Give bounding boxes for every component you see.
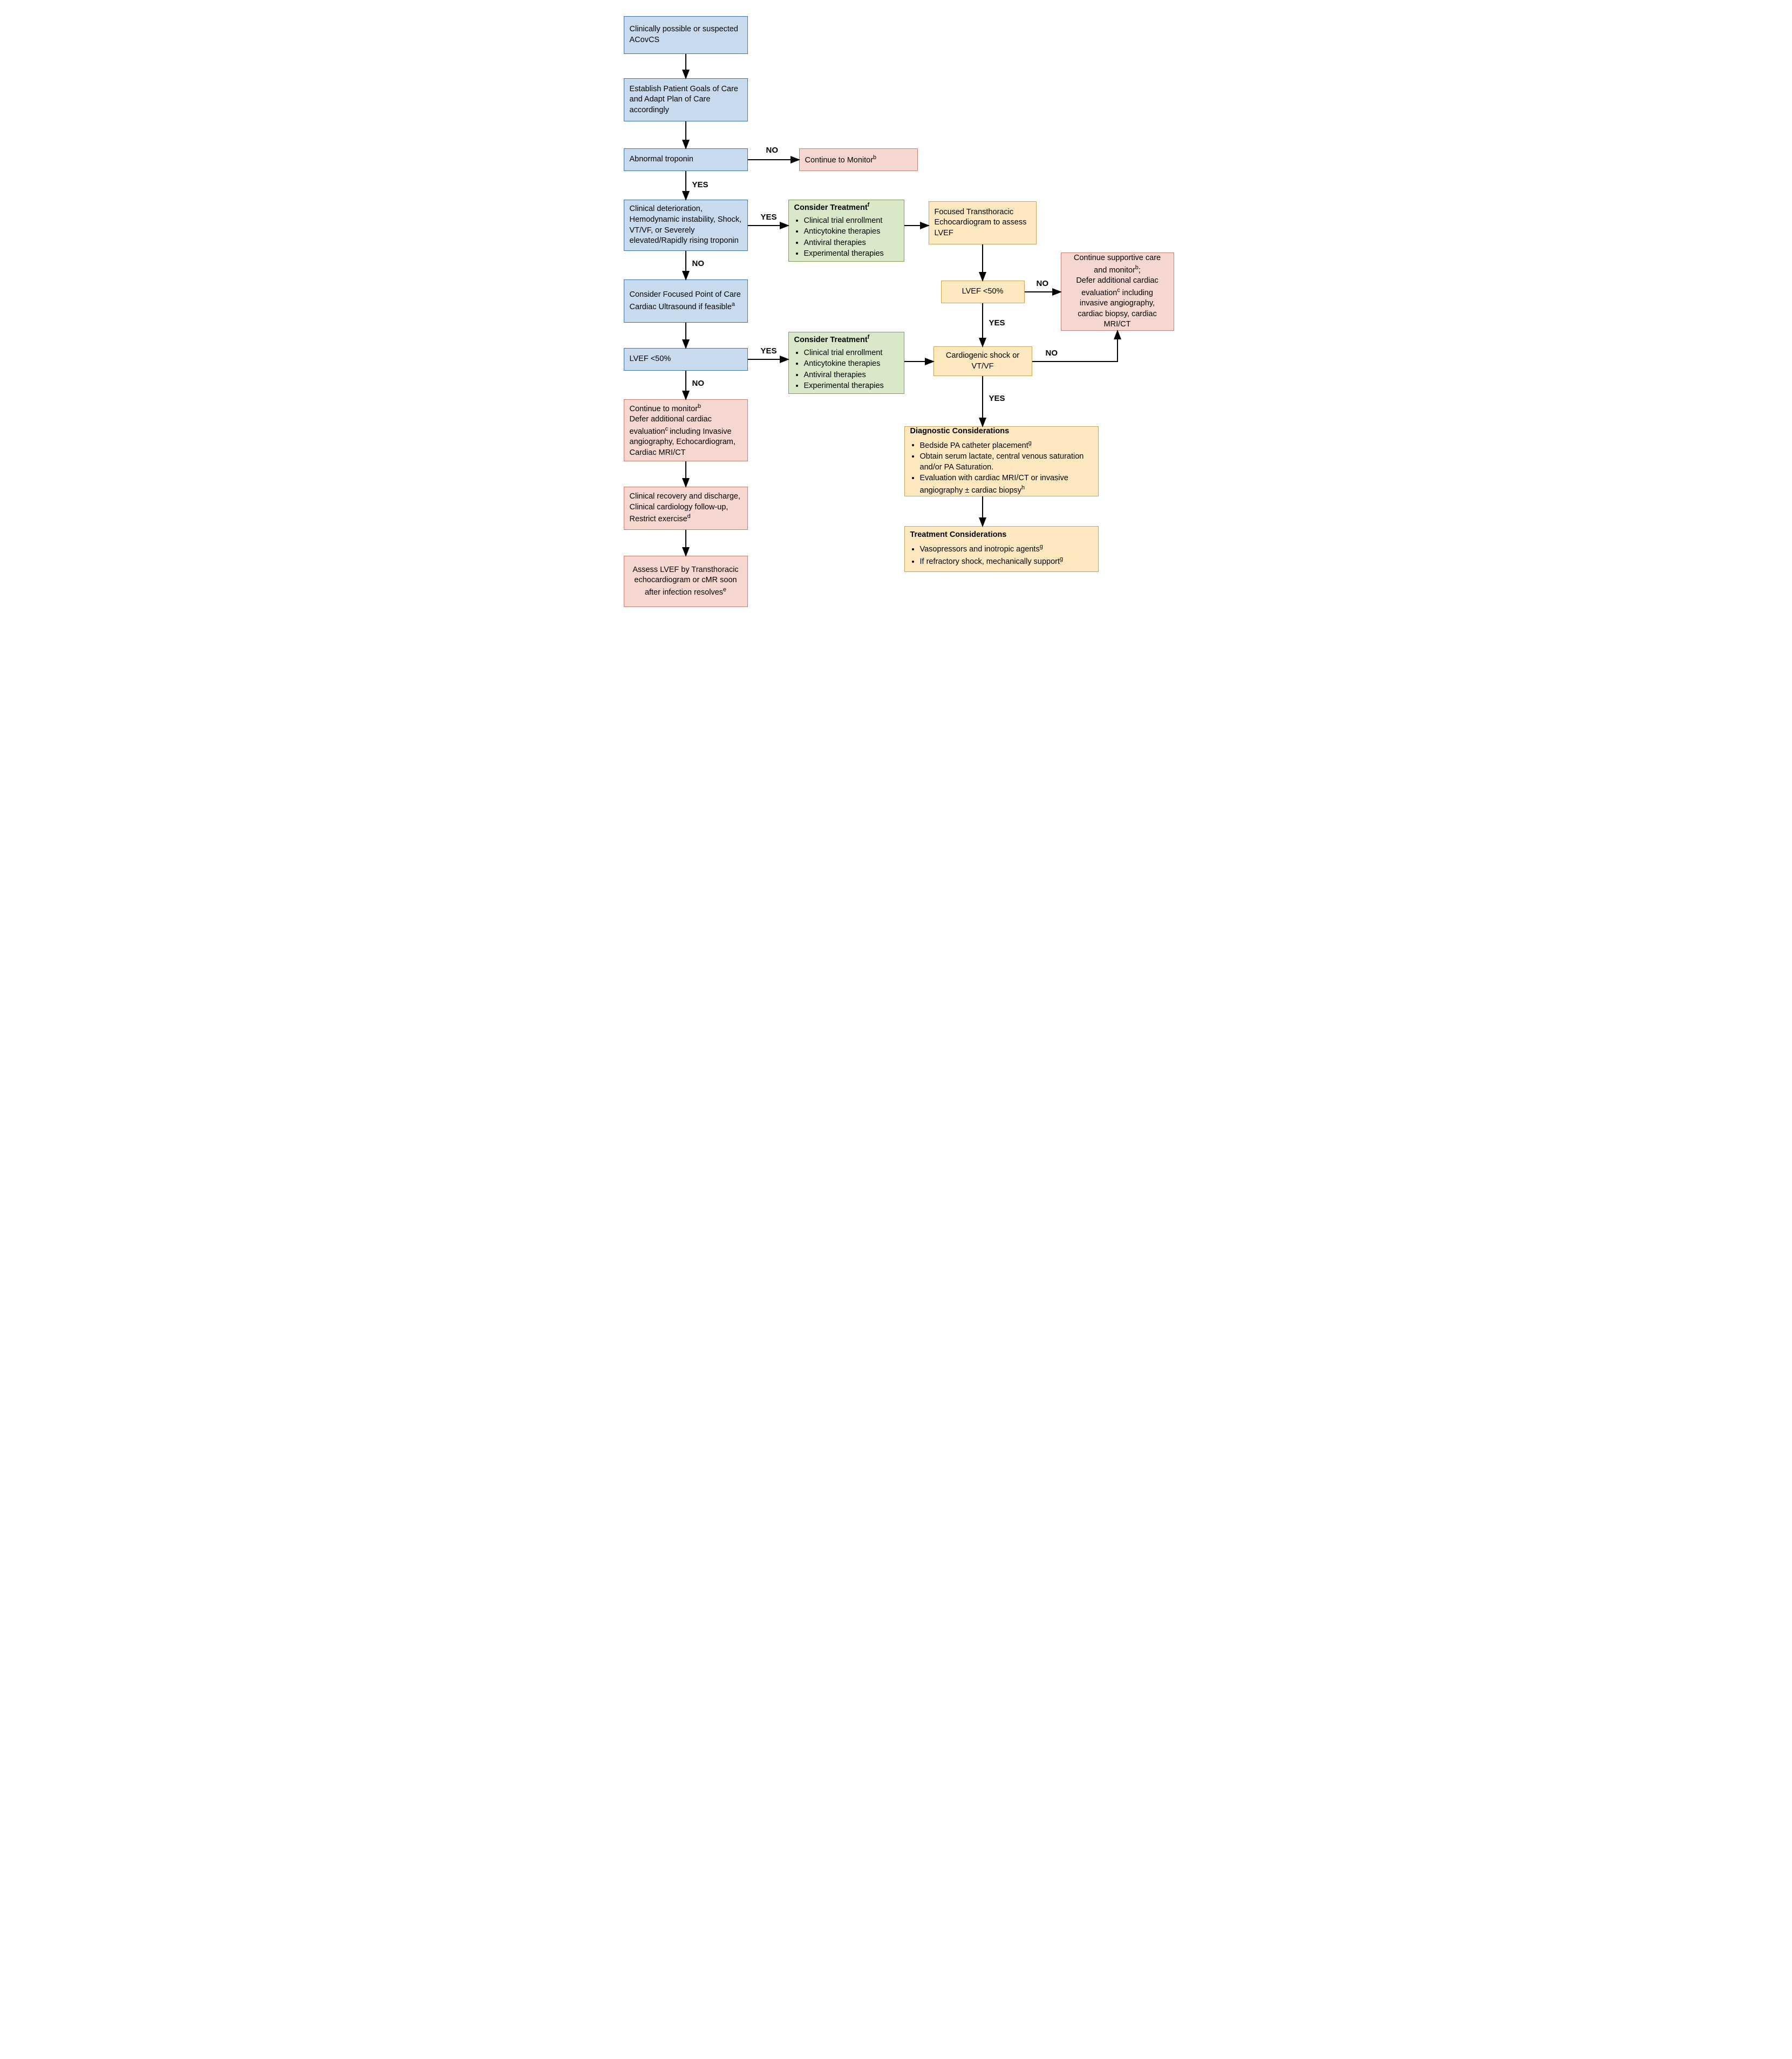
- node-n9: Assess LVEF by Transthoracic echocardiog…: [624, 556, 748, 607]
- node-text: Consider Focused Point of Care Cardiac U…: [630, 290, 742, 312]
- node-text: Continue to Monitorb: [805, 154, 912, 166]
- node-y5: Diagnostic Considerations Bedside PA cath…: [904, 426, 1099, 496]
- node-title: Diagnostic Considerations: [910, 426, 1093, 437]
- node-text: Establish Patient Goals of Care and Adap…: [630, 84, 742, 116]
- node-n8: Clinical recovery and discharge, Clinica…: [624, 487, 748, 530]
- node-bullets: Vasopressors and inotropic agentsgIf ref…: [910, 542, 1093, 568]
- node-n6: LVEF <50%: [624, 348, 748, 371]
- flowchart-canvas: Clinically possible or suspected ACovCS E…: [613, 11, 1180, 662]
- edge-label-yes: YES: [760, 213, 778, 222]
- node-y6: Treatment ConsiderationsVasopressors and…: [904, 526, 1099, 572]
- node-text: Abnormal troponin: [630, 154, 742, 165]
- node-n1: Clinically possible or suspected ACovCS: [624, 16, 748, 54]
- node-text: Focused Transthoracic Echocardiogram to …: [935, 207, 1031, 239]
- bullet-item: Anticytokine therapies: [804, 227, 898, 237]
- edge-label-no: NO: [691, 379, 706, 388]
- node-y1: Focused Transthoracic Echocardiogram to …: [929, 201, 1037, 244]
- bullet-item: Clinical trial enrollment: [804, 348, 898, 359]
- node-n5: Consider Focused Point of Care Cardiac U…: [624, 279, 748, 323]
- node-n2: Establish Patient Goals of Care and Adap…: [624, 78, 748, 121]
- bullet-item: Anticytokine therapies: [804, 359, 898, 370]
- bullet-item: Obtain serum lactate, central venous sat…: [920, 452, 1093, 473]
- node-text: Continue to monitorbDefer additional car…: [630, 403, 742, 458]
- edge-label-no: NO: [1045, 349, 1059, 358]
- node-title: Consider Treatmentf: [794, 201, 898, 213]
- node-text: Clinically possible or suspected ACovCS: [630, 24, 742, 45]
- node-text: Assess LVEF by Transthoracic echocardiog…: [630, 565, 742, 598]
- edge-label-no: NO: [1035, 279, 1050, 288]
- node-t1: Consider Treatmentf Clinical trial enroll…: [788, 200, 904, 262]
- edge-label-no: NO: [765, 146, 780, 155]
- node-text: Continue supportive care and monitorb;De…: [1067, 253, 1168, 330]
- edge-label-yes: YES: [760, 346, 778, 356]
- node-bullets: Bedside PA catheter placementgObtain ser…: [910, 439, 1093, 496]
- node-title: Consider Treatmentf: [794, 333, 898, 345]
- node-title: Treatment Considerations: [910, 530, 1093, 541]
- bullet-item: Clinical trial enrollment: [804, 216, 898, 227]
- node-bullets: Clinical trial enrollmentAnticytokine th…: [794, 215, 898, 260]
- node-bullets: Clinical trial enrollmentAnticytokine th…: [794, 347, 898, 392]
- bullet-item: Vasopressors and inotropic agentsg: [920, 543, 1093, 555]
- node-text: Clinical deterioration, Hemodynamic inst…: [630, 204, 742, 246]
- node-text: Clinical recovery and discharge, Clinica…: [630, 492, 742, 525]
- node-y4: Continue supportive care and monitorb;De…: [1061, 253, 1174, 331]
- bullet-item: Evaluation with cardiac MRI/CT or invasi…: [920, 473, 1093, 496]
- node-n3b: Continue to Monitorb: [799, 148, 918, 171]
- bullet-item: Bedside PA catheter placementg: [920, 439, 1093, 451]
- node-text: Cardiogenic shock or VT/VF: [939, 351, 1026, 372]
- edge-label-yes: YES: [988, 318, 1006, 328]
- bullet-item: Antiviral therapies: [804, 370, 898, 381]
- edge-label-no: NO: [691, 259, 706, 268]
- edge-label-yes: YES: [691, 180, 710, 189]
- node-n3: Abnormal troponin: [624, 148, 748, 171]
- node-n4: Clinical deterioration, Hemodynamic inst…: [624, 200, 748, 251]
- bullet-item: If refractory shock, mechanically suppor…: [920, 555, 1093, 567]
- node-n7: Continue to monitorbDefer additional car…: [624, 399, 748, 461]
- edge-label-yes: YES: [988, 394, 1006, 403]
- bullet-item: Experimental therapies: [804, 381, 898, 392]
- node-text: LVEF <50%: [630, 354, 742, 365]
- bullet-item: Experimental therapies: [804, 249, 898, 260]
- node-y3: Cardiogenic shock or VT/VF: [934, 346, 1032, 376]
- node-text: LVEF <50%: [947, 287, 1019, 297]
- node-t2: Consider Treatmentf Clinical trial enroll…: [788, 332, 904, 394]
- node-y2: LVEF <50%: [941, 281, 1025, 303]
- bullet-item: Antiviral therapies: [804, 238, 898, 249]
